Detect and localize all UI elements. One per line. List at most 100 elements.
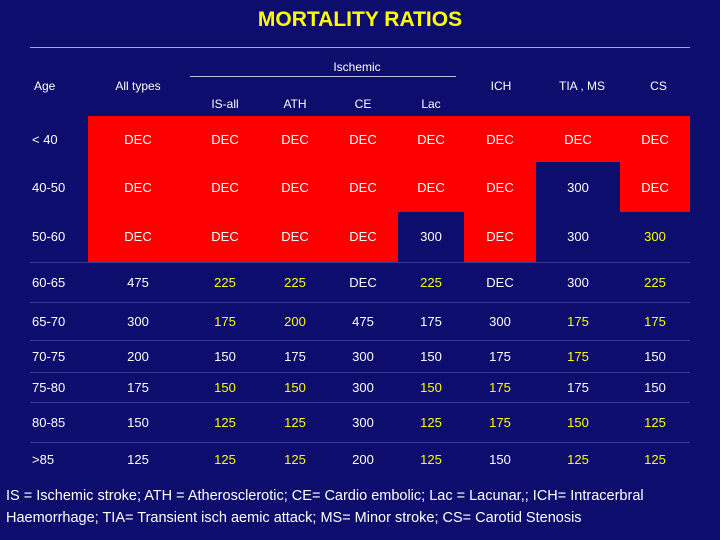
table-cell: 300: [328, 340, 398, 373]
footnote-line-1: IS = Ischemic stroke; ATH = Atherosclero…: [6, 488, 644, 504]
table-cell: 175: [536, 302, 620, 341]
table-cell: 225: [262, 262, 328, 303]
header-lac: Lac: [421, 97, 441, 111]
table-cell: DEC: [262, 116, 328, 162]
table-cell: 225: [398, 262, 464, 303]
table-cell: 175: [536, 372, 620, 403]
table-cell: 300: [464, 302, 536, 341]
table-cell: DEC: [464, 262, 536, 303]
table-cell: DEC: [328, 262, 398, 303]
table-cell: DEC: [464, 116, 536, 162]
table-cell: DEC: [188, 116, 262, 162]
table-cell: 150: [88, 402, 188, 443]
table-cell: 175: [398, 302, 464, 341]
table-cell: DEC: [398, 162, 464, 212]
table-cell: 150: [620, 340, 690, 373]
table-cell: DEC: [620, 116, 690, 162]
age-cell: 75-80: [30, 372, 88, 403]
table-cell: 125: [188, 402, 262, 443]
table-cell: 150: [188, 340, 262, 373]
table-cell: 300: [328, 402, 398, 443]
table-cell: 175: [188, 302, 262, 341]
header-ce: CE: [354, 97, 372, 111]
table-row: 50-60 DEC DEC DEC DEC 300 DEC 300 300: [30, 212, 690, 263]
table-cell: 125: [127, 451, 149, 467]
table-cell: 300: [536, 262, 620, 303]
header-is-all: IS-all: [211, 97, 239, 111]
table-cell: 175: [464, 402, 536, 443]
table-cell: 300: [398, 212, 464, 263]
table-cell: DEC: [464, 162, 536, 212]
table-cell: 175: [88, 372, 188, 403]
table-cell: 175: [262, 340, 328, 373]
footnote-line-2: Haemorrhage; TIA= Transient isch aemic a…: [6, 510, 582, 526]
header-all-types: All types: [115, 79, 161, 93]
header-ath: ATH: [283, 97, 307, 111]
table-row: 40-50 DEC DEC DEC DEC DEC DEC 300 DEC: [30, 162, 690, 212]
table-cell: 175: [620, 302, 690, 341]
table-cell: 125: [420, 451, 442, 467]
table-cell: 175: [536, 340, 620, 373]
header-ischemic: Ischemic: [333, 60, 381, 74]
title-divider: [30, 47, 690, 48]
table-cell: 150: [620, 372, 690, 403]
table-row: 60-65 475 225 225 DEC 225 DEC 300 225: [30, 262, 690, 303]
table-cell: 125: [284, 451, 306, 467]
table-cell: 300: [328, 372, 398, 403]
header-ich: ICH: [490, 79, 512, 93]
table-cell: DEC: [328, 116, 398, 162]
age-cell: 80-85: [30, 402, 88, 443]
table-cell: 200: [352, 451, 374, 467]
table-cell: 125: [644, 451, 666, 467]
table-cell: 175: [464, 340, 536, 373]
age-cell: >85: [32, 451, 55, 467]
table-cell: 150: [262, 372, 328, 403]
table-cell: 225: [188, 262, 262, 303]
table-cell: 225: [620, 262, 690, 303]
table-cell: 300: [620, 212, 690, 263]
ischemic-divider: [190, 76, 456, 77]
age-cell: < 40: [32, 131, 58, 147]
table-cell: DEC: [620, 162, 690, 212]
table-cell: DEC: [262, 162, 328, 212]
table-cell: 200: [262, 302, 328, 341]
age-cell: 60-65: [30, 262, 88, 303]
table-cell: 125: [567, 451, 589, 467]
table-cell: DEC: [88, 162, 188, 212]
table-cell: 300: [567, 179, 589, 195]
table-cell: DEC: [536, 116, 620, 162]
table-cell: 175: [464, 372, 536, 403]
table-cell: DEC: [464, 212, 536, 263]
table-cell: 150: [489, 451, 511, 467]
table-cell: 200: [88, 340, 188, 373]
table-row: < 40 DEC DEC DEC DEC DEC DEC DEC DEC: [30, 116, 690, 162]
table-cell: DEC: [188, 162, 262, 212]
table-row: 80-85 150 125 125 300 125 175 150 125: [30, 402, 690, 443]
table-cell: 125: [398, 402, 464, 443]
table-row: >85 125 125 125 200 125 150 125 125: [30, 442, 690, 476]
mortality-table: < 40 DEC DEC DEC DEC DEC DEC DEC DEC 40-50 DEC DEC D…: [30, 116, 690, 476]
age-cell: 50-60: [30, 212, 88, 263]
table-row: 70-75 200 150 175 300 150 175 175 150: [30, 340, 690, 373]
table-cell: 475: [88, 262, 188, 303]
table-row: 65-70 300 175 200 475 175 300 175 175: [30, 302, 690, 341]
table-cell: 150: [398, 340, 464, 373]
table-cell: 150: [398, 372, 464, 403]
table-cell: DEC: [188, 212, 262, 263]
table-cell: DEC: [88, 116, 188, 162]
table-cell: DEC: [328, 162, 398, 212]
footnote: IS = Ischemic stroke; ATH = Atherosclero…: [6, 485, 720, 529]
table-cell: 150: [188, 372, 262, 403]
table-cell: DEC: [328, 212, 398, 263]
table-cell: 125: [262, 402, 328, 443]
table-cell: DEC: [398, 116, 464, 162]
table-cell: 300: [88, 302, 188, 341]
table-row: 75-80 175 150 150 300 150 175 175 150: [30, 372, 690, 403]
header-cs: CS: [650, 79, 667, 93]
table-cell: 125: [620, 402, 690, 443]
age-cell: 65-70: [30, 302, 88, 341]
page-title: MORTALITY RATIOS: [257, 8, 463, 31]
table-cell: DEC: [88, 212, 188, 263]
header-tia-ms: TIA , MS: [558, 79, 605, 93]
table-cell: 150: [536, 402, 620, 443]
